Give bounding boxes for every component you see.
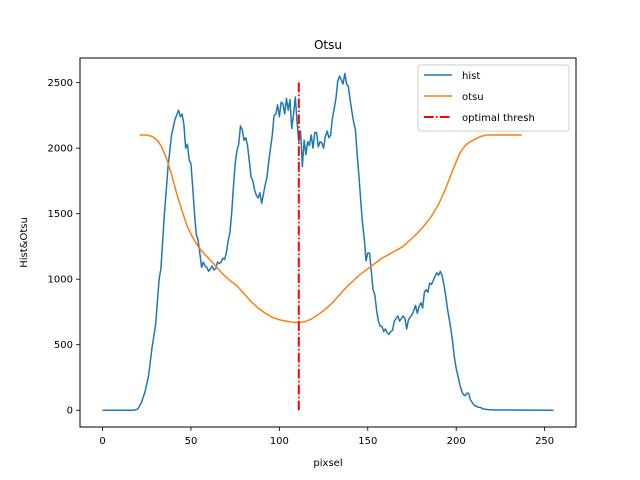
- y-axis-label: Hist&Otsu: [19, 217, 30, 268]
- x-tick-label: 200: [447, 436, 466, 447]
- legend-label-optimal-thresh: optimal thresh: [462, 113, 535, 124]
- legend-label-otsu: otsu: [462, 92, 484, 103]
- x-tick-label: 0: [99, 436, 105, 447]
- x-tick-label: 150: [358, 436, 377, 447]
- legend: hist otsu optimal thresh: [417, 64, 570, 132]
- y-tick-label: 1500: [48, 209, 73, 220]
- y-tick-label: 500: [54, 340, 73, 351]
- y-tick-label: 2500: [48, 78, 73, 89]
- series-otsu-line: [139, 134, 522, 324]
- x-tick-label: 50: [185, 436, 198, 447]
- y-tick-label: 0: [67, 406, 73, 417]
- x-axis: 0 50 100 150 200 250: [99, 427, 554, 447]
- y-axis: 0 500 1000 1500 2000 2500: [48, 78, 80, 417]
- plot-frame: [79, 57, 577, 428]
- series-layer: [102, 72, 554, 411]
- legend-label-hist: hist: [462, 71, 480, 82]
- legend-box: [417, 64, 570, 132]
- y-tick-label: 1000: [48, 275, 73, 286]
- chart-title: Otsu: [314, 38, 342, 52]
- series-hist-line: [102, 72, 554, 411]
- x-axis-label: pixsel: [313, 458, 342, 469]
- y-tick-label: 2000: [48, 144, 73, 155]
- x-tick-label: 100: [270, 436, 289, 447]
- x-tick-label: 250: [535, 436, 554, 447]
